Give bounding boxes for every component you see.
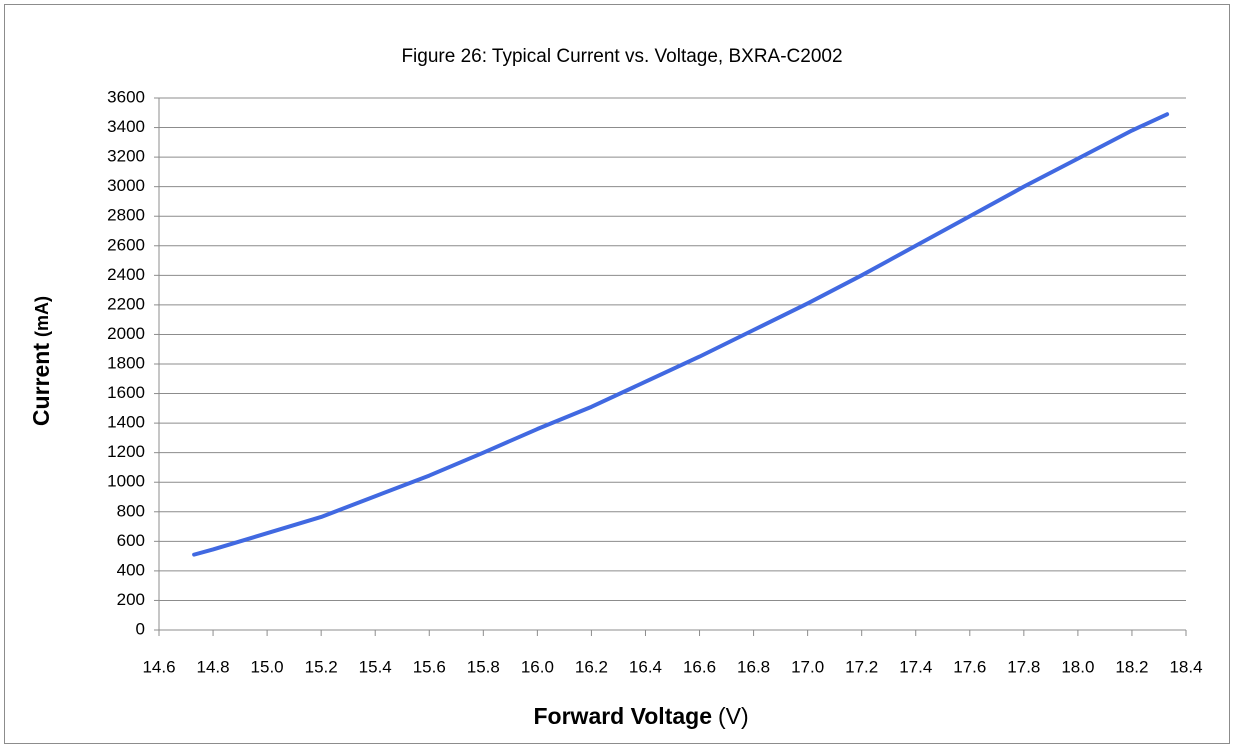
x-tick-label: 18.4 — [1169, 657, 1202, 676]
y-tick-label: 1600 — [107, 383, 145, 402]
y-tick-label: 800 — [117, 501, 145, 520]
y-tick-label: 400 — [117, 560, 145, 579]
x-tick-label: 17.8 — [1007, 657, 1040, 676]
y-tick-label: 200 — [117, 590, 145, 609]
y-tick-label: 2200 — [107, 294, 145, 313]
y-tick-label: 2600 — [107, 235, 145, 254]
y-tick-label: 1800 — [107, 353, 145, 372]
x-tick-label: 16.4 — [629, 657, 662, 676]
x-tick-label: 18.2 — [1115, 657, 1148, 676]
x-tick-label: 16.2 — [575, 657, 608, 676]
x-axis-unit: (V) — [718, 703, 749, 729]
y-tick-label: 1000 — [107, 472, 145, 491]
x-tick-label: 17.0 — [791, 657, 824, 676]
x-tick-label: 15.4 — [359, 657, 392, 676]
y-tick-label: 600 — [117, 531, 145, 550]
y-tick-label: 3000 — [107, 176, 145, 195]
x-tick-label: 15.8 — [467, 657, 500, 676]
x-axis-label: Forward Voltage — [534, 703, 713, 729]
y-tick-label: 2400 — [107, 265, 145, 284]
x-tick-label: 17.4 — [899, 657, 932, 676]
x-tick-label: 15.2 — [305, 657, 338, 676]
y-tick-label: 3200 — [107, 147, 145, 166]
chart-title: Figure 26: Typical Current vs. Voltage, … — [401, 46, 842, 67]
y-tick-label: 0 — [136, 619, 145, 638]
x-tick-label: 18.0 — [1061, 657, 1094, 676]
x-tick-label: 16.8 — [737, 657, 770, 676]
y-tick-label: 1400 — [107, 413, 145, 432]
x-tick-label: 16.6 — [683, 657, 716, 676]
x-tick-label: 15.0 — [251, 657, 284, 676]
y-tick-label: 3400 — [107, 117, 145, 136]
x-tick-label: 17.2 — [845, 657, 878, 676]
y-axis-label: Current — [28, 343, 54, 426]
data-line — [192, 112, 1170, 557]
y-tick-label: 1200 — [107, 442, 145, 461]
chart-border — [4, 4, 1230, 744]
x-tick-label: 14.6 — [142, 657, 175, 676]
x-tick-label: 14.8 — [197, 657, 230, 676]
y-tick-label: 2000 — [107, 324, 145, 343]
y-tick-label: 3600 — [107, 87, 145, 106]
y-tick-label: 2800 — [107, 206, 145, 225]
y-axis-unit: (mA) — [32, 296, 52, 337]
x-tick-label: 16.0 — [521, 657, 554, 676]
x-tick-label: 15.6 — [413, 657, 446, 676]
x-tick-label: 17.6 — [953, 657, 986, 676]
